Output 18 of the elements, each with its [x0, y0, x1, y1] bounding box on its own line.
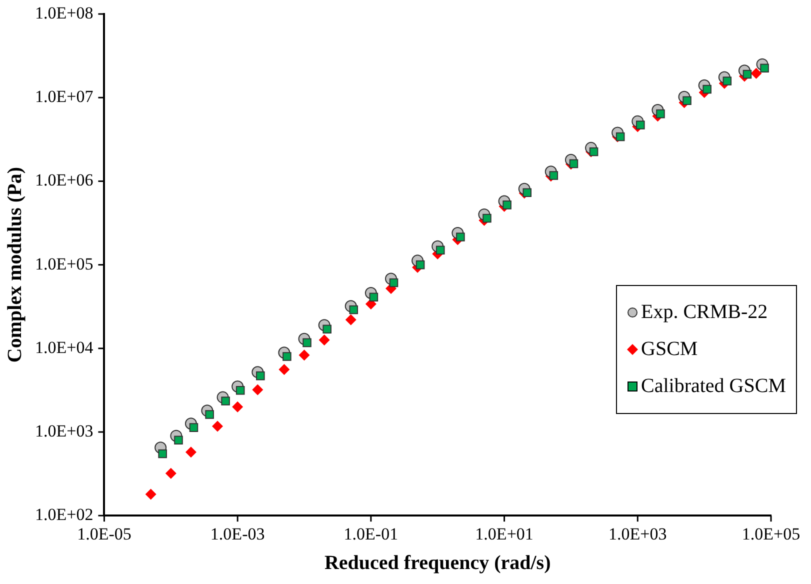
- x-axis-title: Reduced frequency (rad/s): [324, 552, 551, 574]
- x-tick-label: 1.0E+01: [475, 524, 534, 544]
- y-tick-label: 1.0E+05: [34, 254, 94, 274]
- y-tick-label: 1.0E+04: [34, 338, 94, 357]
- y-tick-label: 1.0E+02: [34, 505, 94, 524]
- x-tick-label: 1.0E+03: [608, 524, 667, 544]
- legend-label: Calibrated GSCM: [641, 374, 786, 399]
- x-tick-label: 1.0E-03: [210, 524, 265, 544]
- x-tick-label: 1.0E+05: [742, 524, 800, 544]
- legend-label: GSCM: [641, 337, 698, 362]
- y-tick-label: 1.0E+06: [34, 170, 94, 190]
- x-tick-label: 1.0E-05: [77, 524, 132, 544]
- y-tick-label: 1.0E+08: [34, 3, 94, 22]
- x-tick-label: 1.0E-01: [344, 524, 398, 544]
- legend-label: Exp. CRMB-22: [641, 300, 768, 325]
- y-tick-label: 1.0E+03: [34, 421, 94, 440]
- y-axis-title: Complex modulus (Pa): [4, 167, 26, 363]
- y-tick-label: 1.0E+07: [34, 87, 94, 106]
